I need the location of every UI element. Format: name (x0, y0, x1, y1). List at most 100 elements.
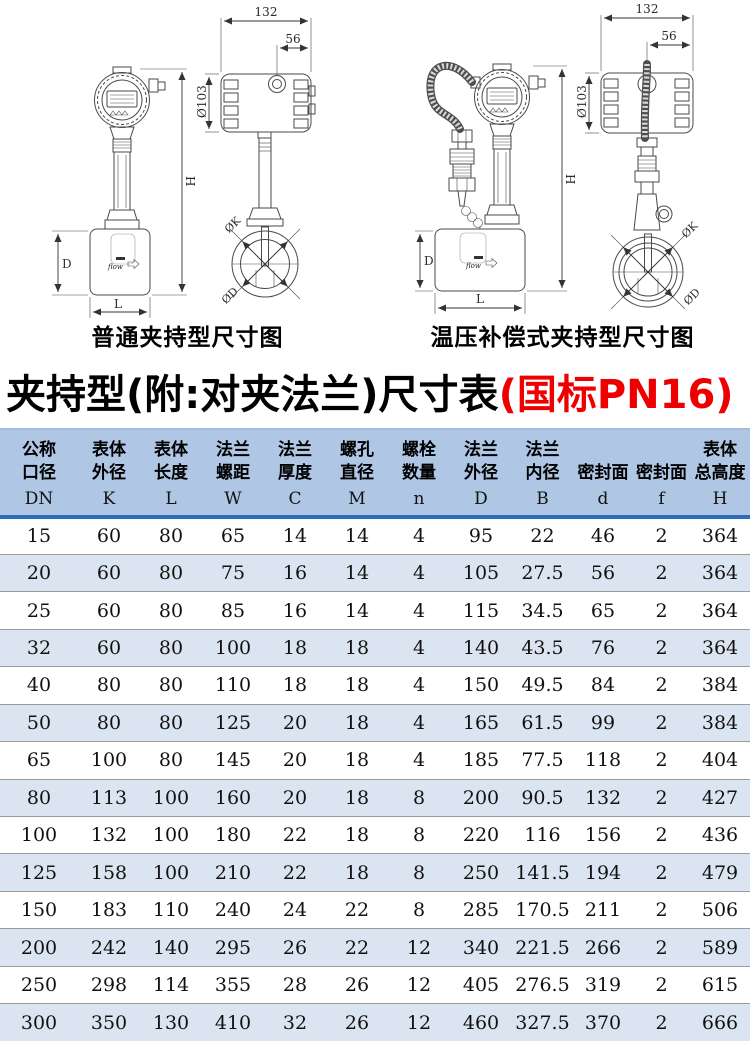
table-row: 32 60 80 100 18 18 4 140 43.5 76 2 364 (0, 629, 750, 667)
dimension-103: Ø103 (195, 73, 219, 133)
table-cell: 140 (462, 637, 500, 660)
table-cell: 15 (26, 525, 52, 548)
table-row: 300 350 130 410 32 26 12 460 327.5 370 2 666 (0, 1003, 750, 1042)
table-cell: 99 (590, 711, 616, 734)
table-row: 80 113 100 160 20 18 8 200 90.5 132 2 427 (0, 779, 750, 817)
table-cell: 666 (701, 1011, 739, 1034)
table-cell: 242 (90, 936, 128, 959)
table-cell: 110 (214, 674, 252, 697)
table-cell: 158 (90, 861, 128, 884)
table-cell: 405 (462, 973, 500, 996)
table-row: 100 132 100 180 22 18 8 220 116 156 2 436 (0, 816, 750, 854)
table-cell: 2 (655, 674, 668, 697)
table-cell: 116 (524, 824, 561, 847)
table-row: 250 298 114 355 28 26 12 405 276.5 319 2 615 (0, 966, 750, 1004)
table-cell: 200 (462, 786, 500, 809)
table-row: 200 242 140 295 26 22 12 340 221.5 266 2 589 (0, 928, 750, 967)
dimension-D: D (415, 230, 434, 292)
dim-d-label: ØD (219, 285, 241, 307)
table-row: 20 60 80 75 16 14 4 105 27.5 56 2 364 (0, 554, 750, 592)
svg-text:D: D (424, 254, 434, 268)
svg-text:56: 56 (285, 32, 300, 46)
table-cell: 180 (214, 824, 252, 847)
table-cell: 150 (462, 674, 500, 697)
table-cell: 298 (90, 973, 128, 996)
dimension-56: 56 (276, 32, 308, 76)
table-cell: 506 (701, 899, 739, 922)
column-header: 法兰 外径 D (464, 440, 498, 509)
table-cell: 2 (655, 786, 668, 809)
mounting-ring (655, 205, 673, 223)
table-cell: 90.5 (521, 786, 564, 809)
table-cell: 60 (96, 637, 122, 660)
table-cell: 2 (655, 711, 668, 734)
table-body: 15 60 80 65 14 14 4 95 22 46 2 364 20 60 80 75 16 14 4 105 2… (0, 517, 750, 1042)
table-cell: 410 (214, 1011, 252, 1034)
column-header: 法兰 内径 B (525, 440, 560, 509)
table-cell: 436 (701, 824, 739, 847)
table-cell: 80 (158, 637, 184, 660)
table-cell: 156 (584, 824, 622, 847)
table-cell: 40 (26, 674, 52, 697)
table-cell: 18 (344, 824, 370, 847)
table-cell: 85 (220, 599, 246, 622)
table-row: 125 158 100 210 22 18 8 250 141.5 194 2 479 (0, 853, 750, 892)
table-cell: 113 (90, 786, 128, 809)
flow-body (434, 228, 526, 292)
table-cell: 2 (655, 562, 668, 585)
table-cell: 61.5 (521, 711, 564, 734)
table-cell: 194 (584, 861, 622, 884)
dimension-H: H (140, 68, 197, 296)
pressure-sensor-assembly (448, 129, 483, 229)
table-cell: 8 (412, 824, 426, 847)
table-cell: 364 (701, 637, 739, 660)
table-cell: 384 (701, 711, 739, 734)
table-cell: 185 (462, 749, 500, 772)
table-cell: 4 (412, 562, 426, 585)
table-cell: 65 (590, 599, 616, 622)
dimension-D: D (52, 230, 88, 296)
diagram-normal-clamp: flow D L H (52, 5, 316, 318)
table-cell: 615 (701, 973, 739, 996)
dimension-132: 132 (220, 5, 312, 72)
table-cell: 80 (96, 711, 122, 734)
svg-text:Ø103: Ø103 (195, 85, 209, 118)
table-cell: 18 (344, 674, 370, 697)
table-cell: 210 (214, 861, 252, 884)
table-cell: 404 (701, 749, 739, 772)
svg-text:L: L (476, 292, 484, 306)
table-cell: 18 (344, 637, 370, 660)
table-cell: 115 (462, 599, 500, 622)
column-header: 密封面 f (636, 463, 687, 509)
table-cell: 27.5 (521, 562, 564, 585)
table-cell: 427 (701, 786, 739, 809)
table-cell: 22 (282, 861, 308, 884)
table-cell: 20 (282, 711, 308, 734)
table-cell: 140 (152, 936, 190, 959)
table-cell: 350 (90, 1011, 128, 1034)
table-cell: 100 (20, 824, 58, 847)
table-cell: 24 (282, 899, 308, 922)
column-header: 表体 外径 K (92, 440, 126, 509)
table-cell: 20 (26, 562, 52, 585)
dim-d-label: ØD (681, 286, 703, 308)
table-cell: 2 (655, 824, 668, 847)
table-cell: 2 (655, 861, 668, 884)
table-cell: 4 (412, 749, 426, 772)
table-cell: 132 (584, 786, 622, 809)
table-cell: 125 (214, 711, 252, 734)
svg-text:H: H (183, 176, 197, 186)
table-cell: 2 (655, 973, 668, 996)
svg-text:H: H (563, 174, 577, 184)
dimension-L: L (89, 297, 151, 318)
table-row: 50 80 80 125 20 18 4 165 61.5 99 2 384 (0, 704, 750, 742)
table-cell: 110 (152, 899, 190, 922)
capillary-coil (461, 206, 471, 216)
cable-gland (148, 78, 159, 93)
table-cell: 26 (344, 1011, 370, 1034)
table-cell: 77.5 (521, 749, 564, 772)
table-cell: 355 (214, 973, 252, 996)
flow-arrow-icon (127, 258, 140, 270)
svg-text:132: 132 (255, 5, 278, 19)
table-cell: 22 (344, 899, 370, 922)
